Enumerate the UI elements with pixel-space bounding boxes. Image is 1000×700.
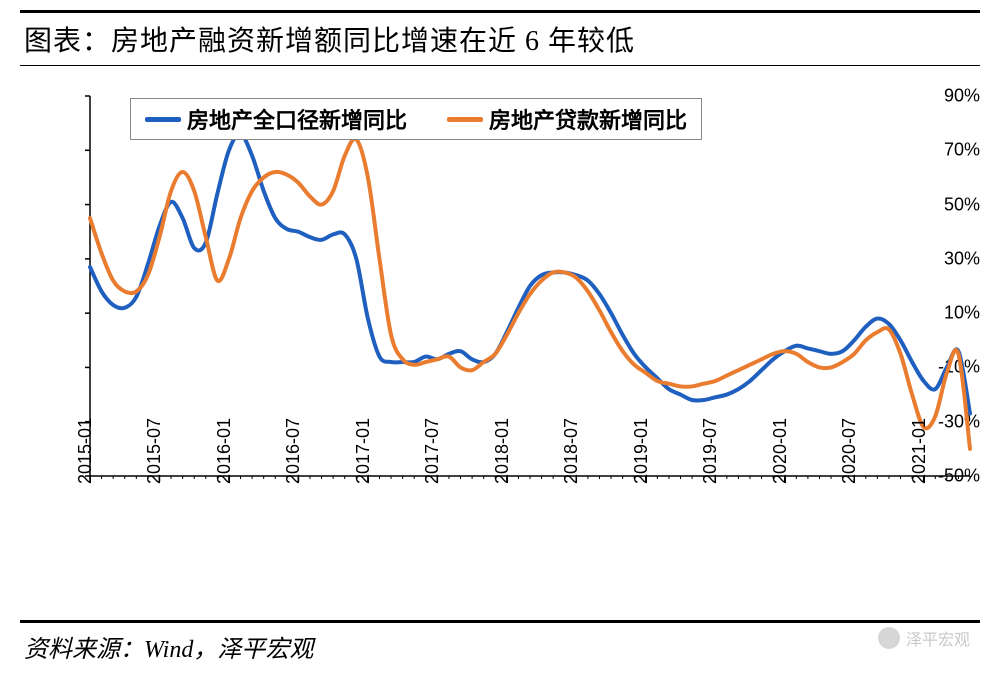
chart-title-row: 图表：房地产融资新增额同比增速在近 6 年较低 <box>20 10 980 66</box>
xtick: 2019-07 <box>700 418 721 484</box>
legend-label: 房地产贷款新增同比 <box>489 103 687 135</box>
legend-swatch <box>447 117 483 122</box>
x-axis-labels: 2015-012015-072016-012016-072017-012017-… <box>20 484 970 614</box>
wechat-icon <box>878 627 900 649</box>
xtick: 2021-01 <box>909 418 930 484</box>
legend: 房地产全口径新增同比 房地产贷款新增同比 <box>130 98 702 140</box>
legend-swatch <box>145 117 181 122</box>
xtick: 2016-07 <box>283 418 304 484</box>
xtick: 2016-01 <box>214 418 235 484</box>
source-text: 资料来源：Wind，泽平宏观 <box>20 623 980 670</box>
watermark: 泽平宏观 <box>878 626 970 650</box>
xtick: 2020-07 <box>839 418 860 484</box>
xtick: 2018-07 <box>561 418 582 484</box>
legend-item: 房地产贷款新增同比 <box>447 103 687 135</box>
xtick: 2020-01 <box>770 418 791 484</box>
xtick: 2019-01 <box>631 418 652 484</box>
xtick: 2015-01 <box>75 418 96 484</box>
watermark-text: 泽平宏观 <box>906 626 970 650</box>
legend-label: 房地产全口径新增同比 <box>187 103 407 135</box>
xtick: 2017-07 <box>422 418 443 484</box>
chart-area: -50%-30%-10%10%30%50%70%90% 房地产全口径新增同比房地… <box>20 86 980 616</box>
xtick: 2018-01 <box>492 418 513 484</box>
xtick: 2017-01 <box>353 418 374 484</box>
chart-title: 图表：房地产融资新增额同比增速在近 6 年较低 <box>24 26 635 57</box>
legend-item: 房地产全口径新增同比 <box>145 103 407 135</box>
xtick: 2015-07 <box>144 418 165 484</box>
